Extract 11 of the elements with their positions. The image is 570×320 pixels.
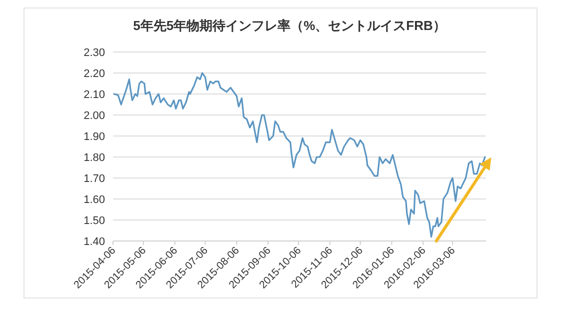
- y-tick-label: 1.90: [84, 131, 105, 143]
- y-tick-label: 1.40: [84, 236, 105, 248]
- y-tick-label: 1.80: [84, 152, 105, 164]
- y-tick-label: 2.20: [84, 68, 105, 80]
- y-tick-label: 1.70: [84, 173, 105, 185]
- y-tick-label: 2.00: [84, 110, 105, 122]
- chart-title: 5年先5年物期待インフレ率（%、セントルイスFRB）: [133, 18, 446, 33]
- y-tick-label: 1.50: [84, 215, 105, 227]
- y-tick-label: 2.30: [84, 47, 105, 59]
- y-tick-label: 2.10: [84, 89, 105, 101]
- y-tick-label: 1.60: [84, 194, 105, 206]
